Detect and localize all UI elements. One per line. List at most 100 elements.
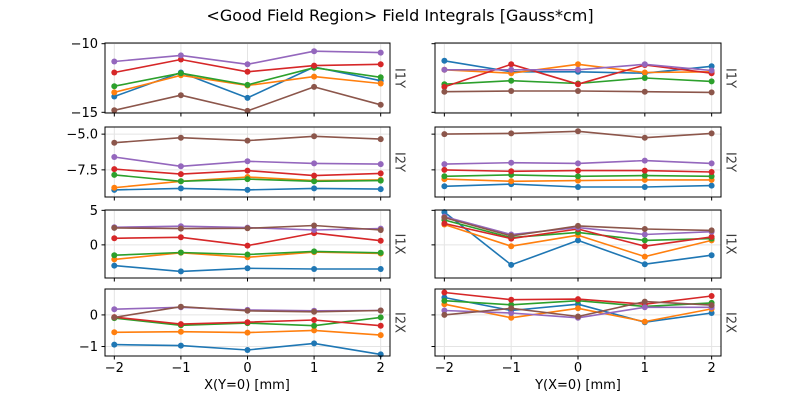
subplot-i1y-right: I1Y	[431, 42, 738, 117]
data-point-marker	[244, 107, 251, 114]
data-point-marker	[708, 293, 715, 299]
data-point-marker	[311, 222, 318, 229]
data-point-marker	[177, 171, 184, 178]
data-point-marker	[441, 307, 448, 314]
data-point-marker	[177, 56, 184, 63]
data-point-marker	[641, 253, 648, 260]
data-point-marker	[311, 62, 318, 69]
data-point-marker	[575, 177, 581, 184]
data-point-marker	[311, 48, 318, 55]
data-point-marker	[575, 296, 581, 303]
data-point-marker	[508, 314, 515, 321]
data-point-marker	[641, 226, 648, 232]
data-point-marker	[575, 66, 581, 73]
data-point-marker	[508, 310, 515, 316]
data-point-marker	[111, 224, 118, 231]
y-tick-label: −10	[71, 37, 98, 52]
data-point-marker	[311, 160, 318, 167]
data-point-marker	[508, 261, 515, 268]
data-point-marker	[177, 92, 184, 99]
row-label: I2X	[723, 312, 738, 333]
x-tick-label: −2	[435, 361, 454, 376]
data-point-marker	[177, 225, 184, 232]
data-point-marker	[311, 185, 318, 192]
data-point-marker	[641, 237, 648, 244]
data-point-marker	[244, 186, 251, 193]
y-tick-label: −1	[79, 340, 98, 355]
data-point-marker	[177, 163, 184, 170]
data-point-marker	[377, 307, 384, 314]
data-point-marker	[177, 328, 184, 335]
data-point-marker	[244, 158, 251, 165]
data-point-marker	[508, 305, 515, 312]
x-tick-label: 2	[708, 361, 716, 376]
data-point-marker	[111, 306, 118, 313]
data-point-marker	[177, 234, 184, 241]
data-point-marker	[111, 262, 118, 269]
data-point-marker	[575, 237, 581, 244]
data-point-marker	[441, 83, 448, 90]
data-point-marker	[377, 136, 384, 143]
data-point-marker	[575, 160, 581, 167]
data-point-marker	[244, 68, 251, 75]
data-point-marker	[508, 88, 515, 94]
data-point-marker	[508, 168, 515, 175]
data-point-marker	[575, 81, 581, 88]
data-point-marker	[377, 332, 384, 339]
data-point-marker	[641, 88, 648, 95]
data-point-marker	[111, 166, 118, 173]
data-point-marker	[111, 235, 118, 242]
data-point-marker	[575, 173, 581, 180]
data-point-marker	[575, 184, 581, 190]
data-point-marker	[177, 52, 184, 59]
data-point-marker	[111, 341, 118, 348]
data-point-marker	[311, 172, 318, 179]
data-point-marker	[244, 81, 251, 88]
data-point-marker	[441, 311, 448, 318]
data-point-marker	[177, 249, 184, 256]
data-point-marker	[575, 222, 581, 229]
data-point-marker	[641, 243, 648, 250]
data-point-marker	[111, 314, 118, 321]
data-point-marker	[708, 63, 715, 70]
data-point-marker	[377, 227, 384, 233]
data-point-marker	[641, 61, 648, 68]
data-point-marker	[441, 88, 448, 95]
data-point-marker	[111, 256, 118, 263]
y-tick-label: −7.5	[66, 163, 98, 178]
data-point-marker	[311, 308, 318, 315]
data-point-marker	[244, 319, 251, 326]
data-point-marker	[244, 176, 251, 183]
data-point-marker	[311, 322, 318, 329]
data-point-marker	[441, 289, 448, 296]
data-point-marker	[244, 61, 251, 68]
x-tick-label: 0	[574, 361, 582, 376]
data-point-marker	[641, 231, 648, 238]
data-point-marker	[641, 304, 648, 311]
data-point-marker	[708, 233, 715, 240]
data-point-marker	[575, 128, 581, 135]
subplot-i2y-right: I2Y	[431, 126, 738, 201]
data-point-marker	[177, 342, 184, 349]
data-point-marker	[441, 131, 448, 138]
data-point-marker	[377, 314, 384, 321]
data-point-marker	[441, 183, 448, 190]
data-point-marker	[641, 134, 648, 141]
data-point-marker	[377, 161, 384, 168]
data-point-marker	[377, 170, 384, 177]
data-point-marker	[641, 75, 648, 81]
data-point-marker	[508, 296, 515, 303]
data-point-marker	[508, 178, 515, 185]
data-point-marker	[377, 49, 384, 56]
data-point-marker	[111, 69, 118, 76]
y-tick-label: −5.0	[66, 128, 98, 143]
data-point-marker	[508, 130, 515, 137]
data-point-marker	[641, 184, 648, 190]
data-point-marker	[111, 58, 118, 65]
row-label: I1Y	[723, 68, 738, 88]
data-point-marker	[708, 302, 715, 309]
data-point-marker	[244, 167, 251, 174]
data-point-marker	[708, 173, 715, 180]
data-point-marker	[244, 329, 251, 336]
